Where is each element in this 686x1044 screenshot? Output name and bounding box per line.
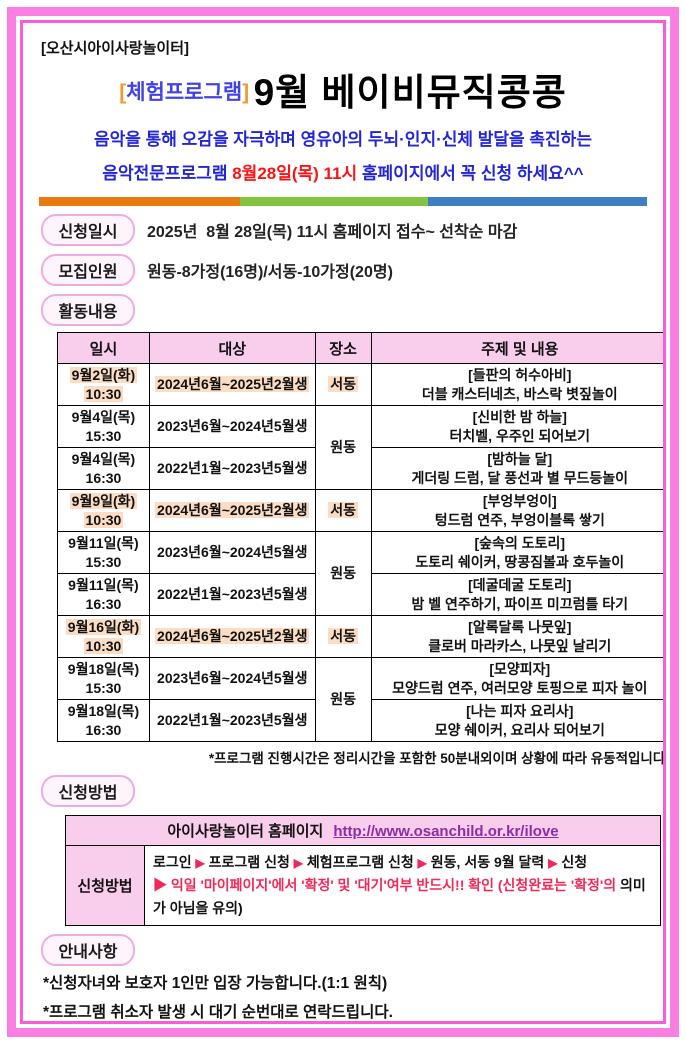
cell-datetime: 9월11일(목) 16:30: [57, 573, 150, 616]
recruit-text: 원동-8가정(16명)/서동-10가정(20명): [147, 264, 393, 281]
cell-target: 2022년1월~2023년5월생: [148, 699, 316, 742]
method-warning-black: 의미가 아님을 유의): [153, 877, 646, 917]
bar-segment-blue: [428, 197, 647, 206]
subtitle-line1: 음악을 통해 오감을 자극하며 영유아의 두뇌·인지·신체 발달을 촉진하는: [94, 130, 592, 149]
homepage-link[interactable]: http://www.osanchild.or.kr/ilove: [333, 823, 559, 840]
method-steps-line: 로그인 ▶ 프로그램 신청 ▶ 체험프로그램 신청 ▶ 원동, 서동 9월 달력…: [153, 854, 588, 870]
title-prefix-close-bracket: ]: [242, 81, 250, 104]
apply-date-badge: 신청일시: [41, 214, 135, 246]
subtitle-line2-date-red: 8월28일(목) 11시: [232, 164, 358, 183]
col-header-theme: 주제 및 내용: [370, 332, 663, 364]
apply-method-badge: 신청방법: [41, 775, 135, 807]
cell-target: 2022년1월~2023년5월생: [148, 447, 316, 490]
apply-date-row: 신청일시 2025년 8월 28일(목) 11시 홈페이지 접수~ 선착순 마감: [41, 214, 647, 246]
cell-place: 서동: [314, 363, 372, 406]
method-steps-row: 신청방법 로그인 ▶ 프로그램 신청 ▶ 체험프로그램 신청 ▶ 원동, 서동 …: [65, 844, 661, 927]
schedule-table: 일시 대상 장소 주제 및 내용 9월2일(화) 10:30 2024년6월~20…: [57, 332, 663, 742]
apply-method-row: 신청방법: [41, 775, 647, 807]
col-header-datetime: 일시: [57, 332, 150, 364]
homepage-cell: 아이사랑놀이터 홈페이지 http://www.osanchild.or.kr/i…: [65, 815, 661, 846]
step-arrow-icon: ▶: [195, 856, 205, 870]
apply-method-table: 아이사랑놀이터 홈페이지 http://www.osanchild.or.kr/i…: [65, 815, 661, 927]
poster-outer-frame: [오산시아이사랑놀이터] [체험프로그램] 9월 베이비뮤직콩콩 음악을 통해 …: [7, 7, 679, 1037]
schedule-note: *프로그램 진행시간은 정리시간을 포함한 50분내외이며 상황에 따라 유동적…: [208, 751, 666, 766]
main-title: 9월 베이비뮤직콩콩: [253, 72, 567, 113]
cell-place-merged: 원동: [314, 531, 372, 616]
table-row: 9월11일(목) 15:30 2023년6월~2024년5월생 원동 [숲속의 도…: [57, 531, 663, 616]
method-steps-cell: 로그인 ▶ 프로그램 신청 ▶ 체험프로그램 신청 ▶ 원동, 서동 9월 달력…: [144, 844, 661, 927]
cell-theme: [알록달록 나뭇잎] 클로버 마라카스, 나뭇잎 날리기: [370, 615, 663, 658]
org-tag: [오산시아이사랑놀이터]: [41, 40, 189, 57]
subtitle-line2-pre: 음악전문프로그램: [102, 164, 233, 183]
poster-title: [체험프로그램] 9월 베이비뮤직콩콩: [39, 62, 647, 116]
cell-theme: [데굴데굴 도토리] 밤 벨 연주하기, 파이프 미끄럼틀 타기: [370, 573, 663, 616]
recruit-row: 모집인원 원동-8가정(16명)/서동-10가정(20명): [41, 254, 647, 286]
homepage-row: 아이사랑놀이터 홈페이지 http://www.osanchild.or.kr/i…: [65, 815, 661, 846]
table-row: 9월2일(화) 10:30 2024년6월~2025년2월생 서동 [들판의 허수…: [57, 363, 663, 406]
cell-place: 서동: [314, 615, 372, 658]
activity-row: 활동내용: [41, 294, 647, 326]
cell-datetime: 9월4일(목) 16:30: [57, 447, 150, 490]
title-prefix-text: 체험프로그램: [126, 81, 243, 104]
table-row: 9월18일(목) 16:30 2022년1월~2023년5월생 [나는 피자 요리…: [57, 699, 663, 742]
cell-datetime: 9월16일(화) 10:30: [57, 615, 150, 658]
step-arrow-icon: ▶: [293, 856, 303, 870]
cell-theme: [나는 피자 요리사] 모양 쉐이커, 요리사 되어보기: [370, 699, 663, 742]
method-row-label: 신청방법: [65, 844, 145, 927]
step-arrow-icon: ▶: [548, 856, 558, 870]
notice-item: *프로그램 취소자 발생 시 대기 순번대로 연락드립니다.: [43, 1003, 393, 1021]
cell-theme: [숲속의 도토리] 도토리 쉐이커, 땅콩짐볼과 호두놀이: [370, 531, 663, 574]
cell-target: 2024년6월~2025년2월생: [148, 489, 316, 532]
table-row: 9월9일(화) 10:30 2024년6월~2025년2월생 서동 [부엉부엉이]…: [57, 489, 663, 532]
title-prefix: [체험프로그램]: [119, 81, 249, 104]
cell-theme: [들판의 허수아비] 더블 캐스터네츠, 바스락 볏짚놀이: [370, 363, 663, 406]
table-row: 9월4일(목) 16:30 2022년1월~2023년5월생 [밤하늘 달] 게더링…: [57, 447, 663, 490]
recruit-badge: 모집인원: [41, 254, 135, 286]
cell-target: 2022년1월~2023년5월생: [148, 573, 316, 616]
notice-item: *신청자녀와 보호자 1인만 입장 가능합니다.(1:1 원칙): [43, 975, 388, 993]
cell-datetime: 9월4일(목) 15:30: [57, 405, 150, 448]
table-row: 9월18일(목) 15:30 2023년6월~2024년5월생 원동 [모양피자]…: [57, 657, 663, 742]
cell-place: 서동: [314, 489, 372, 532]
cell-theme: [모양피자] 모양드럼 연주, 여러모양 토핑으로 피자 놀이: [370, 657, 663, 700]
col-header-place: 장소: [314, 332, 372, 364]
table-row: 9월11일(목) 16:30 2022년1월~2023년5월생 [데굴데굴 도토리…: [57, 573, 663, 616]
cell-datetime: 9월2일(화) 10:30: [57, 363, 150, 406]
apply-date-text: 2025년 8월 28일(목) 11시 홈페이지 접수~ 선착순 마감: [147, 224, 518, 241]
cell-place-merged: 원동: [314, 405, 372, 490]
cell-target: 2023년6월~2024년5월생: [148, 405, 316, 448]
poster-inner-frame: [오산시아이사랑놀이터] [체험프로그램] 9월 베이비뮤직콩콩 음악을 통해 …: [20, 20, 666, 1024]
cell-datetime: 9월18일(목) 16:30: [57, 699, 150, 742]
bar-segment-green: [239, 197, 429, 206]
cell-datetime: 9월11일(목) 15:30: [57, 531, 150, 574]
title-prefix-open-bracket: [: [119, 81, 127, 104]
cell-target: 2023년6월~2024년5월생: [148, 531, 316, 574]
cell-theme: [부엉부엉이] 텅드럼 연주, 부엉이블록 쌓기: [370, 489, 663, 532]
decor-color-bar: [39, 197, 647, 206]
notice-section-row: 안내사항: [41, 934, 647, 967]
cell-target: 2024년6월~2025년2월생: [148, 615, 316, 658]
cell-target: 2023년6월~2024년5월생: [148, 657, 316, 700]
cell-place-merged: 원동: [314, 657, 372, 742]
homepage-label: 아이사랑놀이터 홈페이지: [167, 823, 324, 840]
schedule-header-row: 일시 대상 장소 주제 및 내용: [57, 332, 663, 364]
col-header-target: 대상: [148, 332, 316, 364]
cell-theme: [밤하늘 달] 게더링 드럼, 달 풍선과 별 무드등놀이: [370, 447, 663, 490]
subtitle-line2: 음악전문프로그램 8월28일(목) 11시 홈페이지에서 꼭 신청 하세요^^: [39, 159, 647, 184]
notice-list: *신청자녀와 보호자 1인만 입장 가능합니다.(1:1 원칙) *프로그램 취…: [43, 970, 647, 1021]
bar-segment-orange: [39, 197, 240, 206]
cell-target: 2024년6월~2025년2월생: [148, 363, 316, 406]
method-warning-red: ▶ 익일 '마이페이지'에서 '확정' 및 '대기'여부 반드시!! 확인 (신…: [153, 877, 617, 894]
step-arrow-icon: ▶: [417, 856, 427, 870]
method-warning-line: ▶ 익일 '마이페이지'에서 '확정' 및 '대기'여부 반드시!! 확인 (신…: [153, 874, 652, 920]
activity-badge: 활동내용: [41, 294, 135, 326]
notice-badge: 안내사항: [41, 934, 135, 967]
cell-datetime: 9월18일(목) 15:30: [57, 657, 150, 700]
subtitle-line2-post: 홈페이지에서 꼭 신청 하세요^^: [357, 164, 584, 183]
cell-datetime: 9월9일(화) 10:30: [57, 489, 150, 532]
cell-theme: [신비한 밤 하늘] 터치벨, 우주인 되어보기: [370, 405, 663, 448]
table-row: 9월16일(화) 10:30 2024년6월~2025년2월생 서동 [알록달록 …: [57, 615, 663, 658]
table-row: 9월4일(목) 15:30 2023년6월~2024년5월생 원동 [신비한 밤 …: [57, 405, 663, 490]
